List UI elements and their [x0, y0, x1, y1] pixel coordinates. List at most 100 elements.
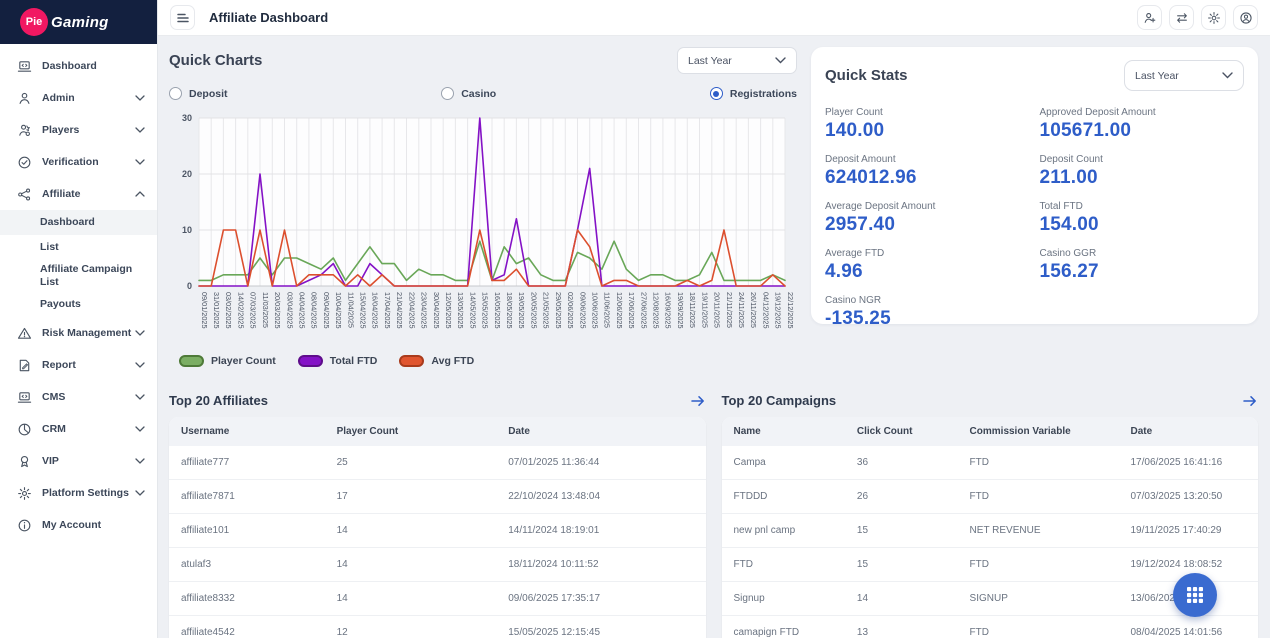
sidebar-item-dashboard[interactable]: Dashboard	[0, 50, 157, 82]
sidebar-item-platform-settings[interactable]: Platform Settings	[0, 477, 157, 509]
verification-icon	[17, 155, 32, 170]
svg-text:27/06/2025: 27/06/2025	[639, 292, 648, 329]
svg-text:23/04/2025: 23/04/2025	[420, 292, 429, 329]
add-user-button[interactable]	[1137, 5, 1162, 30]
sidebar-item-crm[interactable]: CRM	[0, 413, 157, 445]
radio-deposit[interactable]: Deposit	[169, 87, 228, 100]
stat-player-count: Player Count140.00	[825, 107, 1030, 142]
table-row: camapign FTD13FTD08/04/2025 14:01:56	[722, 616, 1259, 638]
hamburger-icon	[177, 13, 189, 23]
top-affiliates-arrow-link[interactable]	[690, 394, 706, 408]
table-cell: 22/10/2024 13:48:04	[496, 480, 705, 514]
table-cell: 13	[845, 616, 958, 638]
table-row: affiliate78711722/10/2024 13:48:04	[169, 480, 706, 514]
chevron-down-icon	[135, 490, 145, 496]
sidebar-item-admin[interactable]: Admin	[0, 82, 157, 114]
chart-legend: Player CountTotal FTDAvg FTD	[169, 355, 797, 367]
gear-button[interactable]	[1201, 5, 1226, 30]
table-cell: 18/11/2024 10:11:52	[496, 548, 705, 582]
risk-icon	[17, 326, 32, 341]
quick-actions-fab[interactable]	[1173, 573, 1217, 617]
sidebar-item-affiliate[interactable]: Affiliate	[0, 178, 157, 210]
table-header-row: UsernamePlayer CountDate	[169, 417, 706, 446]
quick-stats-card: Quick Stats Last Year Player Count140.00…	[811, 47, 1258, 324]
table-cell: 15	[845, 548, 958, 582]
table-cell: 15/05/2025 12:15:45	[496, 616, 705, 638]
table-cell: new pnl camp	[722, 514, 845, 548]
table-row: affiliate45421215/05/2025 12:15:45	[169, 616, 706, 638]
quick-charts-title: Quick Charts	[169, 52, 262, 69]
stat-value: 4.96	[825, 261, 1030, 283]
quick-stats-period-select[interactable]: Last Year	[1124, 60, 1244, 91]
account-button[interactable]	[1233, 5, 1258, 30]
sidebar-item-risk-management[interactable]: Risk Management	[0, 317, 157, 349]
radio-circle	[169, 87, 182, 100]
radio-casino[interactable]: Casino	[441, 87, 496, 100]
svg-text:12/05/2025: 12/05/2025	[444, 292, 453, 329]
swap-arrows-button[interactable]	[1169, 5, 1194, 30]
stat-deposit-amount: Deposit Amount624012.96	[825, 154, 1030, 189]
radio-registrations[interactable]: Registrations	[710, 87, 797, 100]
legend-label: Player Count	[211, 355, 276, 367]
svg-text:14/05/2025: 14/05/2025	[468, 292, 477, 329]
table-cell: FTD	[958, 616, 1119, 638]
table-cell: 14	[325, 548, 497, 582]
table-cell: 17	[325, 480, 497, 514]
sidebar-item-cms[interactable]: CMS	[0, 381, 157, 413]
table-row: FTD15FTD19/12/2024 18:08:52	[722, 548, 1259, 582]
sidebar-subitem-list[interactable]: List	[0, 235, 157, 260]
table-row: affiliate83321409/06/2025 17:35:17	[169, 582, 706, 616]
table-cell: 07/01/2025 11:36:44	[496, 446, 705, 480]
svg-text:11/04/2025: 11/04/2025	[346, 292, 355, 328]
radio-label: Registrations	[730, 88, 797, 100]
table-cell: 19/11/2025 17:40:29	[1118, 514, 1258, 548]
radio-circle	[441, 87, 454, 100]
affiliate-icon	[17, 187, 32, 202]
svg-text:21/04/2025: 21/04/2025	[395, 292, 404, 329]
svg-text:10/06/2025: 10/06/2025	[591, 292, 600, 329]
table-cell: camapign FTD	[722, 616, 845, 638]
top-campaigns-arrow-link[interactable]	[1242, 394, 1258, 408]
sidebar-subitem-payouts[interactable]: Payouts	[0, 292, 157, 317]
sidebar-item-verification[interactable]: Verification	[0, 146, 157, 178]
players-icon	[17, 123, 32, 138]
sidebar-item-vip[interactable]: VIP	[0, 445, 157, 477]
svg-text:21/05/2025: 21/05/2025	[542, 292, 551, 329]
table-cell: affiliate777	[169, 446, 325, 480]
stat-label: Casino NGR	[825, 295, 1030, 306]
svg-text:14/02/2025: 14/02/2025	[236, 292, 245, 329]
table-cell: 14	[325, 582, 497, 616]
table-cell: 09/06/2025 17:35:17	[496, 582, 705, 616]
sidebar-item-my-account[interactable]: My Account	[0, 509, 157, 541]
quick-charts-period-select[interactable]: Last Year	[677, 47, 797, 74]
svg-text:20/11/2025: 20/11/2025	[713, 292, 722, 328]
hamburger-menu-button[interactable]	[170, 5, 195, 30]
chevron-down-icon	[135, 362, 145, 368]
column-header: Name	[722, 417, 845, 446]
column-header: Date	[496, 417, 705, 446]
stat-approved-deposit-amount: Approved Deposit Amount105671.00	[1040, 107, 1245, 142]
stat-label: Casino GGR	[1040, 248, 1245, 259]
table-cell: NET REVENUE	[958, 514, 1119, 548]
svg-text:10/04/2025: 10/04/2025	[334, 292, 343, 329]
table-cell: 14	[845, 582, 958, 616]
dashboard-icon	[17, 59, 32, 74]
sidebar: Pie Gaming DashboardAdminPlayersVerifica…	[0, 0, 158, 638]
svg-text:11/03/2025: 11/03/2025	[261, 292, 270, 328]
stat-label: Average FTD	[825, 248, 1030, 259]
column-header: Player Count	[325, 417, 497, 446]
svg-text:04/04/2025: 04/04/2025	[298, 292, 307, 329]
sidebar-item-report[interactable]: Report	[0, 349, 157, 381]
sidebar-subitem-affiliate-campaign-list[interactable]: Affiliate Campaign List	[0, 260, 157, 292]
chevron-down-icon	[775, 57, 786, 64]
sidebar-item-players[interactable]: Players	[0, 114, 157, 146]
brand-name: Gaming	[51, 14, 109, 31]
add-user-icon	[1143, 11, 1157, 25]
sidebar-subitem-dashboard[interactable]: Dashboard	[0, 210, 157, 235]
table-cell: 07/03/2025 13:20:50	[1118, 480, 1258, 514]
stat-value: 156.27	[1040, 261, 1245, 283]
affiliate-dashboard-app: Pie Gaming DashboardAdminPlayersVerifica…	[0, 0, 1270, 638]
svg-text:22/12/2025: 22/12/2025	[786, 292, 794, 329]
table-row: FTDDD26FTD07/03/2025 13:20:50	[722, 480, 1259, 514]
svg-text:19/12/2025: 19/12/2025	[774, 292, 783, 329]
